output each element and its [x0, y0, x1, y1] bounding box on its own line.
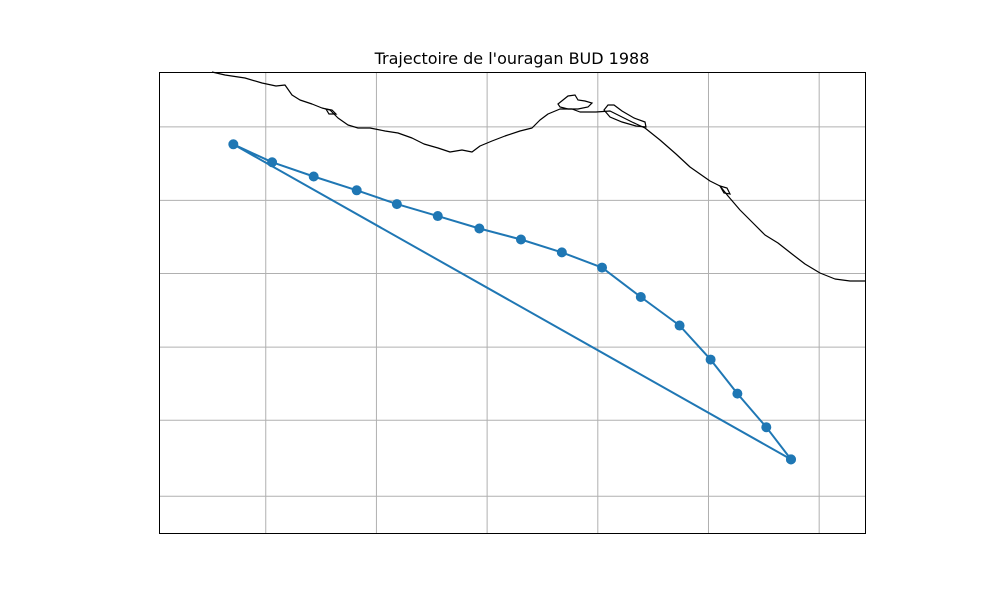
track-point: [597, 262, 608, 273]
coastline: [211, 71, 866, 282]
track-point: [556, 247, 567, 258]
track-point: [267, 157, 278, 168]
coastal-island: [718, 185, 732, 195]
hurricane-track-points: [228, 139, 796, 465]
track-point: [515, 234, 526, 245]
hurricane-track-line: [232, 143, 792, 461]
track-point: [308, 171, 319, 182]
coastal-island: [324, 108, 338, 115]
track-point: [732, 388, 743, 399]
coastal-island: [557, 94, 594, 110]
map-gridlines: [160, 73, 865, 533]
mainland-coastline: [211, 71, 866, 282]
track-point: [474, 223, 485, 234]
track-point: [705, 354, 716, 365]
track-point: [391, 199, 402, 210]
track-point: [432, 211, 443, 222]
track-point: [351, 185, 362, 196]
track-point: [761, 422, 772, 433]
map-frame: [159, 72, 866, 534]
track-point: [674, 320, 685, 331]
chart-title: Trajectoire de l'ouragan BUD 1988: [374, 49, 650, 68]
track-point: [228, 139, 239, 150]
track-point: [635, 292, 646, 303]
track-point: [785, 454, 796, 465]
coastal-island: [603, 104, 647, 128]
